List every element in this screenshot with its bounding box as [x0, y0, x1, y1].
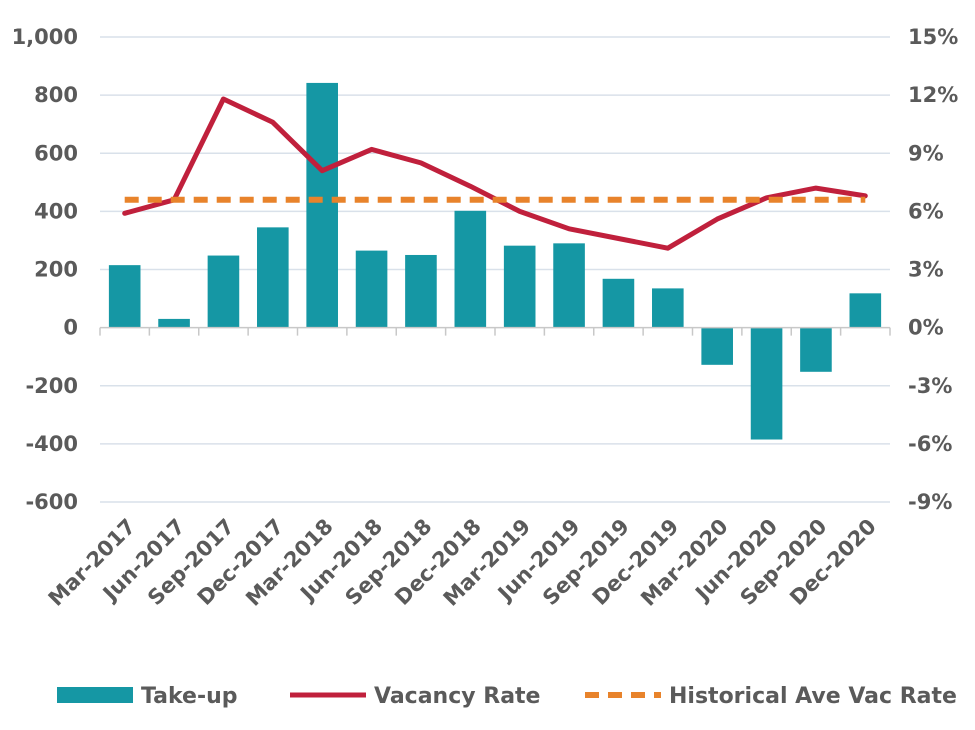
- x-axis: [99, 326, 891, 336]
- line-series: [122, 96, 868, 251]
- y-left-tick-label: 800: [34, 83, 78, 107]
- bar-jun-2019: [553, 243, 585, 328]
- y-left-ticks: 1,000 800 600 400 200 0 -200 -400 -600: [12, 25, 78, 514]
- y-right-tick-label: 9%: [908, 141, 944, 165]
- bar-jun-2020: [750, 327, 783, 440]
- y-left-tick-label: 200: [34, 258, 78, 282]
- bar-mar-2020: [701, 327, 733, 365]
- y-right-tick-label: 12%: [908, 83, 958, 107]
- y-right-tick-label: -6%: [908, 432, 952, 456]
- bar-sep-2017: [207, 255, 240, 328]
- bar-mar-2019: [503, 245, 536, 328]
- y-right-tick-label: 3%: [908, 258, 944, 282]
- legend: Take-up Vacancy Rate Historical Ave Vac Ra…: [57, 684, 957, 709]
- bar-jun-2017: [158, 318, 190, 328]
- bar-dec-2020: [849, 293, 882, 328]
- legend-label-historical-ave-vac-rate: Historical Ave Vac Rate: [669, 684, 957, 709]
- take-up-bars: [108, 82, 882, 440]
- bar-dec-2019: [652, 288, 684, 328]
- legend-label-vacancy-rate: Vacancy Rate: [374, 684, 540, 709]
- y-left-tick-label: 600: [34, 141, 78, 165]
- bar-mar-2017: [108, 265, 141, 328]
- bar-dec-2017: [257, 227, 289, 328]
- bar-sep-2019: [602, 278, 635, 328]
- legend-label-take-up: Take-up: [141, 684, 238, 709]
- legend-swatch-take-up: [57, 687, 133, 703]
- bar-dec-2018: [454, 210, 487, 328]
- bar-mar-2018: [306, 82, 338, 328]
- y-right-ticks: 15% 12% 9% 6% 3% 0% -3% -6% -9%: [908, 25, 958, 514]
- y-right-tick-label: -9%: [908, 490, 952, 514]
- y-left-tick-label: 1,000: [12, 25, 78, 49]
- y-right-tick-label: 0%: [908, 316, 944, 340]
- x-category-ticks: Mar-2017Jun-2017Sep-2017Dec-2017Mar-2018…: [44, 514, 881, 611]
- bar-jun-2018: [355, 250, 388, 328]
- bar-sep-2020: [800, 327, 832, 372]
- y-right-tick-label: 15%: [908, 25, 958, 49]
- y-right-tick-label: 6%: [908, 199, 944, 223]
- y-left-tick-label: -200: [25, 374, 78, 398]
- y-right-tick-label: -3%: [908, 374, 952, 398]
- bar-sep-2018: [405, 254, 437, 328]
- y-left-tick-label: -600: [25, 490, 78, 514]
- y-left-tick-label: 0: [63, 316, 78, 340]
- vacancy-rate-line: [122, 96, 868, 251]
- y-left-tick-label: 400: [34, 199, 78, 223]
- y-left-tick-label: -400: [25, 432, 78, 456]
